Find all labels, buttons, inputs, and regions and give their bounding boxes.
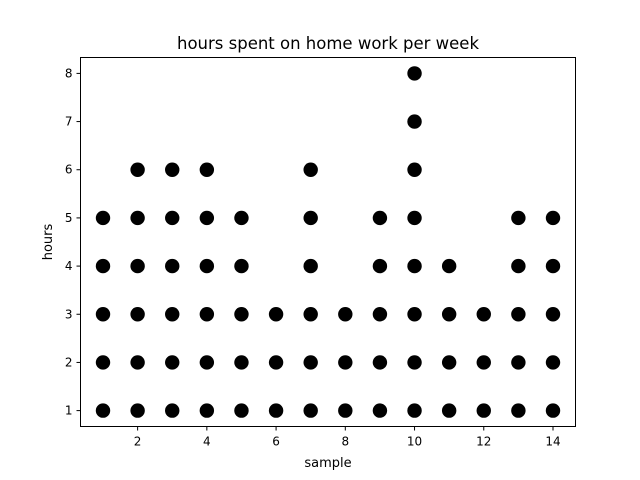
data-point <box>199 403 215 418</box>
data-point <box>338 355 353 370</box>
y-tick-label: 8 <box>65 66 73 80</box>
y-axis: 1 2 3 4 5 6 7 8 <box>65 66 81 418</box>
data-point <box>165 258 180 274</box>
data-point <box>165 162 180 177</box>
data-point <box>234 355 249 370</box>
data-point <box>199 355 215 370</box>
y-tick-label: 7 <box>65 115 73 129</box>
data-point <box>407 114 422 129</box>
data-point <box>511 258 526 274</box>
data-point <box>303 355 318 370</box>
data-point <box>545 307 561 322</box>
data-point <box>199 210 215 226</box>
y-axis-label: hours <box>41 224 56 261</box>
y-tick-label: 5 <box>65 211 73 225</box>
x-tick-label: 10 <box>407 435 422 449</box>
data-point <box>303 403 318 418</box>
y-tick-label: 6 <box>65 163 73 177</box>
data-point <box>476 355 491 370</box>
data-point <box>165 355 180 370</box>
data-point <box>476 403 491 418</box>
data-point <box>338 403 353 418</box>
data-point <box>545 355 561 370</box>
data-point <box>407 355 422 370</box>
data-point <box>338 307 353 322</box>
data-point <box>234 210 249 226</box>
data-point <box>511 307 526 322</box>
data-point <box>441 258 457 274</box>
data-point <box>545 403 561 418</box>
data-point <box>130 258 145 274</box>
data-point <box>130 210 145 226</box>
data-point <box>407 66 422 81</box>
data-point <box>372 403 388 418</box>
data-point <box>476 307 491 322</box>
x-tick-label: 14 <box>545 435 560 449</box>
y-tick-label: 2 <box>65 355 73 369</box>
x-axis: 2 4 6 8 10 12 14 <box>134 426 561 449</box>
data-point <box>511 355 526 370</box>
y-tick-label: 3 <box>65 307 73 321</box>
x-tick-label: 6 <box>272 435 280 449</box>
data-point <box>441 307 457 322</box>
data-point <box>165 403 180 418</box>
data-point <box>130 307 145 322</box>
data-point <box>407 162 422 177</box>
data-point <box>234 403 249 418</box>
data-point <box>95 307 111 322</box>
data-point <box>545 258 561 274</box>
data-point <box>95 403 111 418</box>
chart-title: hours spent on home work per week <box>177 34 479 53</box>
x-tick-label: 8 <box>341 435 349 449</box>
x-tick-label: 4 <box>203 435 211 449</box>
data-point <box>95 258 111 274</box>
data-point <box>303 162 318 177</box>
data-point <box>372 210 388 226</box>
data-point <box>407 307 422 322</box>
data-point <box>407 403 422 418</box>
data-point <box>372 258 388 274</box>
data-point <box>303 210 318 226</box>
data-point <box>130 403 145 418</box>
data-point <box>95 210 111 226</box>
data-point <box>234 307 249 322</box>
data-point <box>303 258 318 274</box>
data-point <box>511 403 526 418</box>
axes-frame <box>80 57 576 427</box>
data-point <box>130 355 145 370</box>
data-point <box>199 258 215 274</box>
data-point <box>165 210 180 226</box>
data-point <box>303 307 318 322</box>
data-point <box>441 403 457 418</box>
x-tick-label: 12 <box>476 435 491 449</box>
y-tick-label: 1 <box>65 404 73 418</box>
data-point <box>372 355 388 370</box>
y-tick-label: 4 <box>65 259 73 273</box>
data-point <box>268 403 284 418</box>
data-point <box>268 355 284 370</box>
data-point <box>511 210 526 226</box>
plot-area <box>95 66 561 418</box>
data-point <box>95 355 111 370</box>
x-tick-label: 2 <box>134 435 142 449</box>
data-point <box>199 307 215 322</box>
data-point <box>372 307 388 322</box>
data-point <box>268 307 284 322</box>
data-point <box>407 258 422 274</box>
data-point <box>441 355 457 370</box>
data-point <box>199 162 215 177</box>
data-point <box>234 258 249 274</box>
x-axis-label: sample <box>304 456 351 471</box>
data-point <box>130 162 145 177</box>
data-point <box>407 210 422 226</box>
data-point <box>545 210 561 226</box>
data-point <box>165 307 180 322</box>
